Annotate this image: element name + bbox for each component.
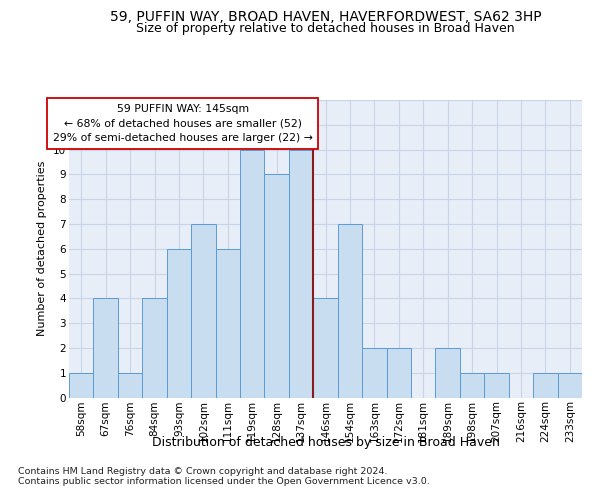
Text: Contains public sector information licensed under the Open Government Licence v3: Contains public sector information licen…: [18, 477, 430, 486]
Bar: [240, 150, 265, 398]
Y-axis label: Number of detached properties: Number of detached properties: [37, 161, 47, 336]
Bar: [436, 348, 460, 398]
Text: Size of property relative to detached houses in Broad Haven: Size of property relative to detached ho…: [136, 22, 515, 35]
Bar: [142, 298, 167, 398]
Text: Contains HM Land Registry data © Crown copyright and database right 2024.: Contains HM Land Registry data © Crown c…: [18, 467, 388, 476]
Bar: [215, 249, 240, 398]
Text: Distribution of detached houses by size in Broad Haven: Distribution of detached houses by size …: [152, 436, 500, 449]
Bar: [289, 150, 313, 398]
Bar: [484, 372, 509, 398]
Bar: [313, 298, 338, 398]
Bar: [533, 372, 557, 398]
Bar: [460, 372, 484, 398]
Bar: [265, 174, 289, 398]
Bar: [94, 298, 118, 398]
Text: 59, PUFFIN WAY, BROAD HAVEN, HAVERFORDWEST, SA62 3HP: 59, PUFFIN WAY, BROAD HAVEN, HAVERFORDWE…: [110, 10, 542, 24]
Bar: [362, 348, 386, 398]
Bar: [557, 372, 582, 398]
Bar: [167, 249, 191, 398]
Text: 59 PUFFIN WAY: 145sqm
← 68% of detached houses are smaller (52)
29% of semi-deta: 59 PUFFIN WAY: 145sqm ← 68% of detached …: [53, 104, 313, 144]
Bar: [69, 372, 94, 398]
Bar: [191, 224, 215, 398]
Bar: [338, 224, 362, 398]
Bar: [386, 348, 411, 398]
Bar: [118, 372, 142, 398]
